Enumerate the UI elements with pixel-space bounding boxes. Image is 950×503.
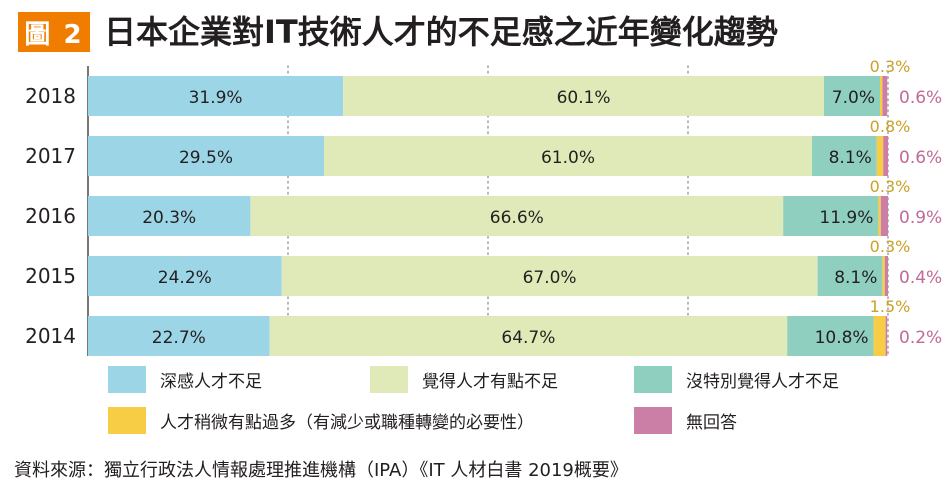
data-label: 10.8% [815,328,869,348]
category-label: 2018 [25,84,76,108]
legend-item: 人才稍微有點過多（有減少或職種轉變的必要性） [108,407,534,434]
data-label: 22.7% [152,328,206,348]
bar-segment [343,76,824,116]
bar-segment [824,76,880,116]
category-label: 2016 [25,204,76,228]
data-label: 0.6% [899,148,942,168]
data-label: 29.5% [179,148,233,168]
legend-label: 人才稍微有點過多（有減少或職種轉變的必要性） [160,413,534,433]
legend-item: 沒特別覺得人才不足 [634,366,839,393]
data-label: 64.7% [501,328,555,348]
legend-swatch [634,407,672,434]
chart-legend: 深感人才不足 覺得人才有點不足 沒特別覺得人才不足人才稍微有點過多（有減少或職種轉變… [0,364,950,444]
data-label: 0.3% [870,177,911,196]
bar-segment [873,316,886,356]
stacked-bar-chart: 2018 31.9% 60.1% 7.0% 0.3% 0.6% 2017 29.5% 61.0%… [25,60,942,357]
data-label: 67.0% [523,268,577,288]
bar-segment [88,136,324,176]
bar-segment [885,316,888,356]
legend-swatch [370,366,408,393]
figure-header: 圖 2 日本企業對IT技術人才的不足感之近年變化趨勢 [0,0,950,60]
bar-segment [88,256,282,296]
bar-segment [269,316,788,356]
bar-segment [876,136,884,176]
data-label: 0.6% [899,88,942,108]
data-label: 0.2% [899,328,942,348]
bar-segment [787,316,874,356]
data-label: 20.3% [142,208,196,228]
bar-segment [884,256,888,296]
data-label: 0.3% [870,237,911,256]
legend-label: 覺得人才有點不足 [422,372,558,392]
data-label: 1.5% [870,297,911,316]
data-label: 0.9% [899,208,942,228]
bar-segment [882,256,885,296]
figure-badge: 圖 2 [18,12,90,52]
source-note: 資料來源：獨立行政法人情報處理推進機構（IPA）《IT 人材白書 2019概要》 [14,460,628,481]
data-label: 24.2% [158,268,212,288]
bar-segment [883,136,888,176]
category-label: 2015 [25,264,76,288]
bar-segment [88,76,344,116]
category-label: 2017 [25,144,76,168]
bar-segment [882,76,888,116]
legend-item: 深感人才不足 [108,366,262,393]
data-label: 0.8% [870,117,911,136]
legend-label: 沒特別覺得人才不足 [686,372,839,392]
legend-swatch [108,407,146,434]
bar-segment [88,316,270,356]
bar-segment [250,196,784,236]
data-label: 61.0% [541,148,595,168]
bar-segment [817,256,883,296]
data-label: 0.3% [870,60,911,76]
legend-item: 無回答 [634,407,737,434]
data-label: 31.9% [189,88,243,108]
legend-swatch [634,366,672,393]
data-label: 8.1% [829,148,872,168]
legend-swatch [108,366,146,393]
data-label: 7.0% [832,88,875,108]
bar-segment [324,136,812,176]
figure-title: 日本企業對IT技術人才的不足感之近年變化趨勢 [104,13,778,51]
bar-segment [880,196,888,236]
category-label: 2014 [25,324,76,348]
data-label: 66.6% [490,208,544,228]
legend-item: 覺得人才有點不足 [370,366,558,393]
bar-segment [88,196,251,236]
data-label: 0.4% [899,268,942,288]
bar-segment [281,256,818,296]
data-label: 8.1% [834,268,877,288]
bar-segment [783,196,879,236]
data-label: 60.1% [557,88,611,108]
legend-label: 深感人才不足 [160,372,262,392]
data-label: 11.9% [819,208,873,228]
bar-segment [812,136,877,176]
bar-segment [880,76,883,116]
legend-label: 無回答 [686,413,737,433]
bar-segment [878,196,881,236]
